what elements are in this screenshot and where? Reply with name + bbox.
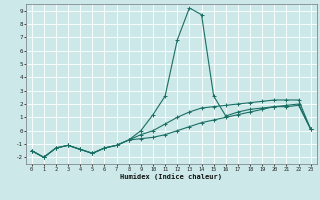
X-axis label: Humidex (Indice chaleur): Humidex (Indice chaleur)	[120, 173, 222, 180]
